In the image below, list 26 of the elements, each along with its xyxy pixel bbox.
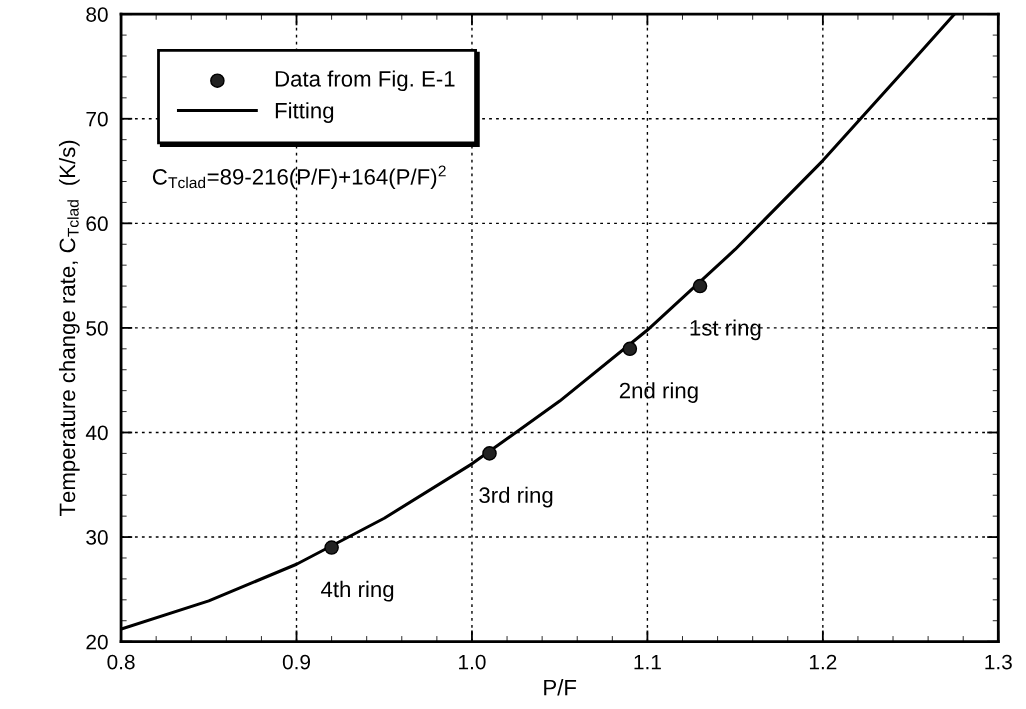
point <box>324 540 339 555</box>
point <box>622 341 638 357</box>
annotation: 1st ring <box>690 319 761 341</box>
point <box>692 278 708 294</box>
y-tick-label: 80 <box>86 7 108 22</box>
y-tick-label: 50 <box>86 320 108 336</box>
annotation: 3rd ring <box>479 486 553 508</box>
y-tick-label: 70 <box>86 111 108 127</box>
x-tick-label: 0.9 <box>282 654 311 670</box>
x-tick-label: 1.1 <box>634 654 661 670</box>
legend-label: Data from Fig. E-1 <box>275 70 455 92</box>
x-tick-label: 0.8 <box>107 654 135 670</box>
y-tick-label: 20 <box>86 634 108 650</box>
legend-label: Fitting <box>275 102 334 123</box>
y-tick-label: 40 <box>85 425 108 441</box>
point <box>482 446 497 461</box>
y-tick-label: 60 <box>86 216 108 232</box>
y-axis-title: Temperature change rate, C$_{Tclad}$ (K/s) <box>58 140 80 517</box>
annotation: 2nd ring <box>619 382 698 403</box>
x-axis-title: P/F <box>544 679 577 696</box>
x-tick-label: 1.2 <box>809 654 837 670</box>
y-tick-label: 30 <box>86 530 108 545</box>
x-tick-label: 1.3 <box>985 654 1012 670</box>
x-tick-label: 1.0 <box>459 654 486 670</box>
annotation: C$_{Tclad}$=89-216(P/F)+164(P/F)$^{2}$ <box>152 165 446 190</box>
annotation: 4th ring <box>321 580 394 602</box>
